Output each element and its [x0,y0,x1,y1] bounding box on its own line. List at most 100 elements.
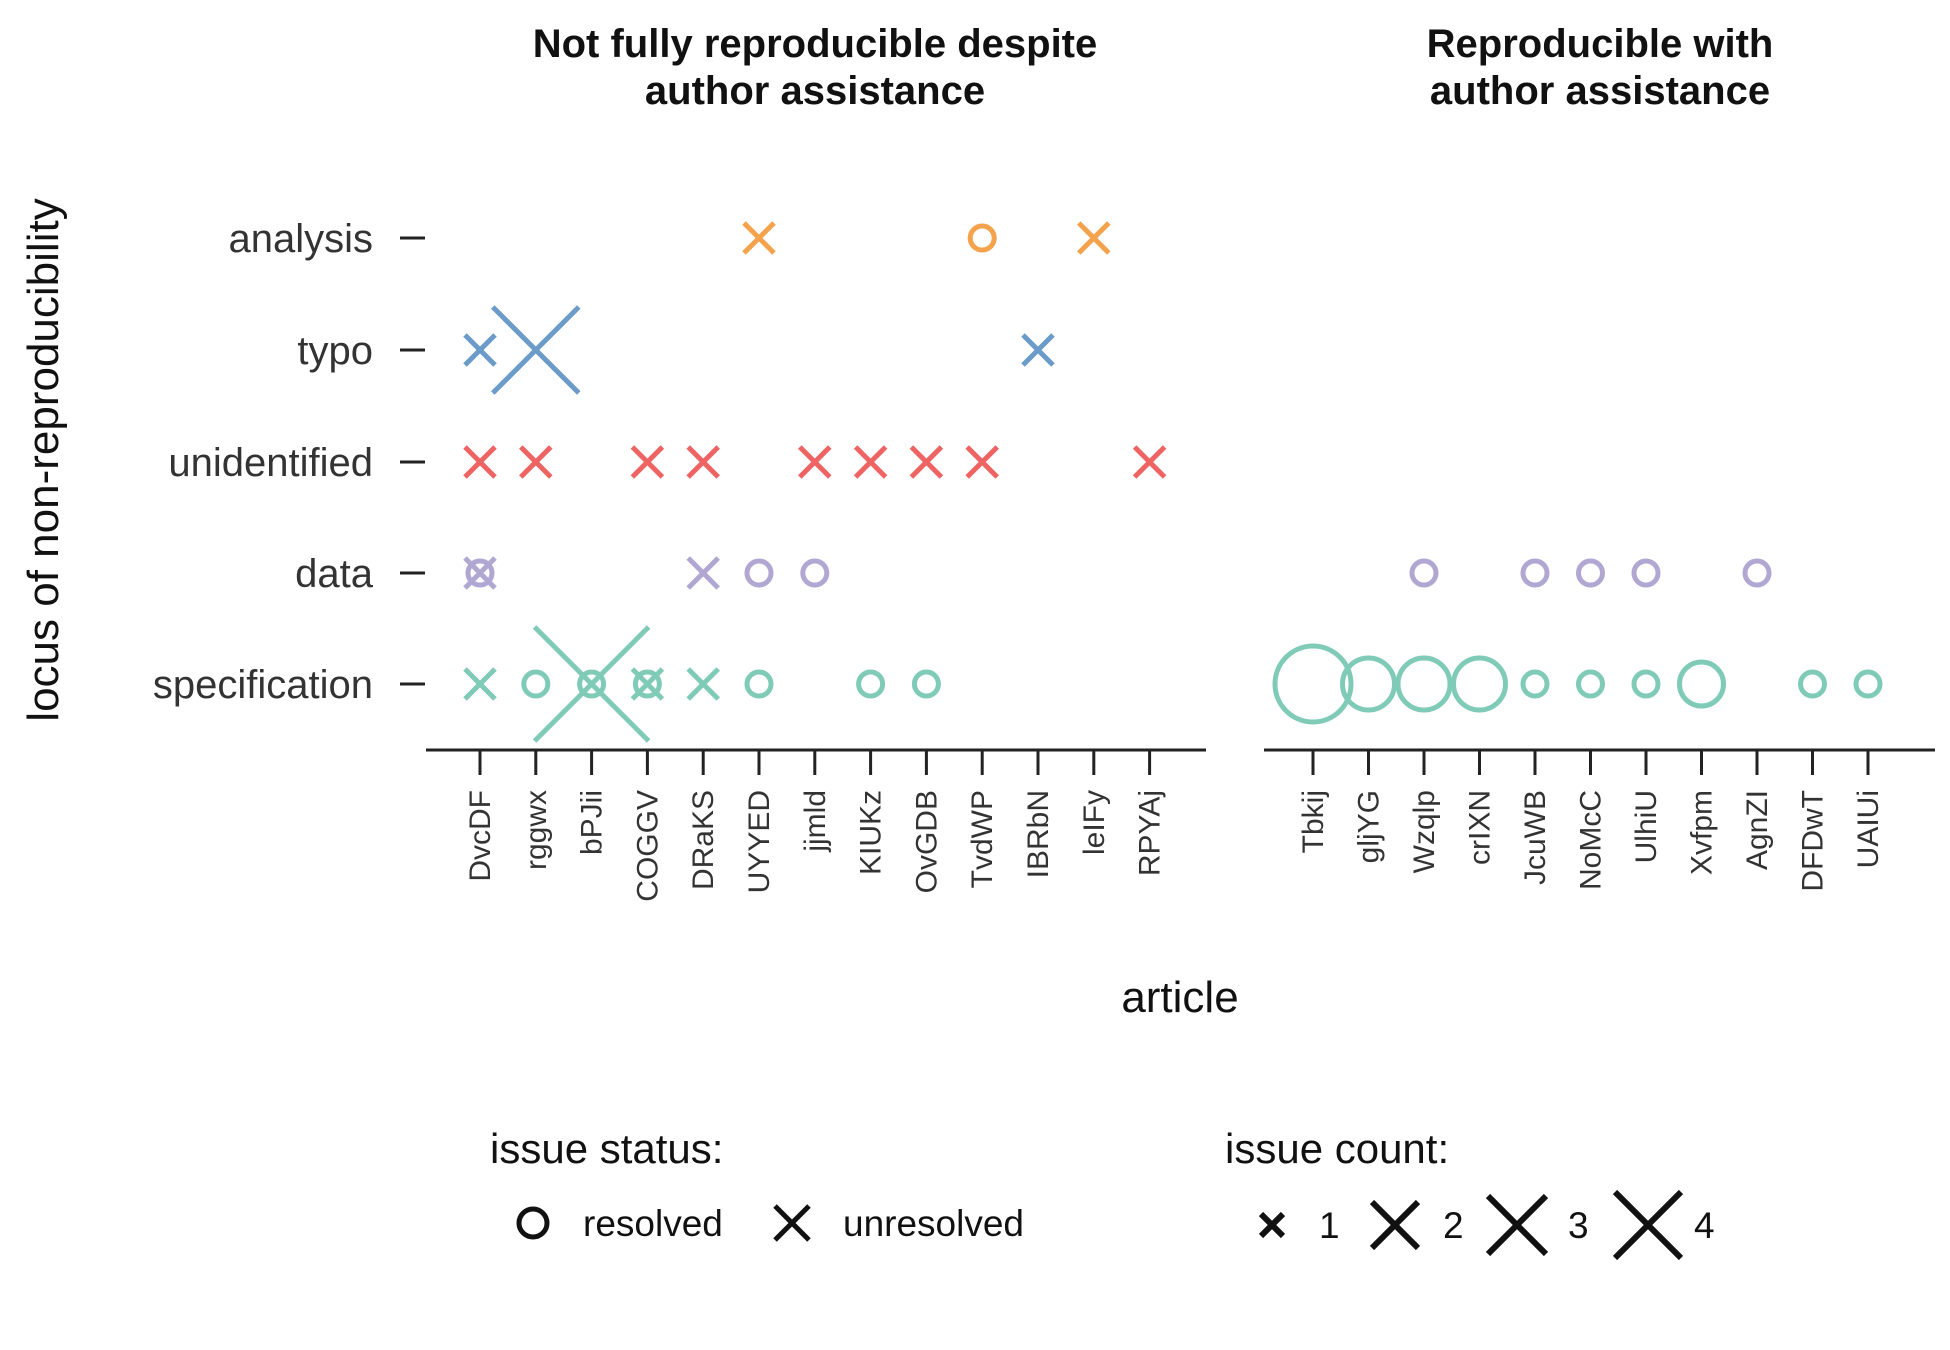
point-Xvfpm-specification-resolved [1677,659,1726,709]
legend-count-cross-marker [1612,1189,1684,1261]
legend-count-2: 2 [1369,1199,1464,1251]
x-tick-label-JcuWB: JcuWB [1519,790,1552,885]
legend-cross-marker [773,1204,811,1242]
legend-count-3: 3 [1485,1193,1589,1257]
legend-count-cross-marker [1258,1211,1286,1239]
point-DFDwT-specification-resolved [1798,669,1827,699]
point-Wzqlp-data-resolved [1409,558,1439,588]
x-tick-label-Wzqlp: Wzqlp [1408,790,1441,873]
legend-status-resolved: resolved [516,1203,723,1244]
legend-count-cross-marker [1369,1199,1421,1251]
point-DvcDF-typo-unresolved [463,333,497,367]
legend-status-items: resolved unresolved [516,1203,1024,1244]
panels: DvcDF rggwx bPJii COGGV DRaKS UYYED jjmld KIUKz… [426,221,1935,902]
legend-count-1: 1 [1258,1205,1340,1246]
point-TvdWP-unidentified-unresolved [965,445,999,479]
point-UYYED-specification-resolved [744,669,774,699]
legend: issue status: issue count: resolved unres… [490,1125,1715,1261]
point-JcuWB-specification-resolved [1520,669,1550,699]
legend-count-label: 3 [1568,1205,1589,1246]
x-tick-label-UYYED: UYYED [743,790,776,893]
legend-count-label: 2 [1443,1205,1464,1246]
point-Tbkij-specification-resolved [1272,643,1354,725]
x-tick-label-RPYAj: RPYAj [1134,790,1167,876]
legend-circle-marker [516,1206,550,1240]
x-tick-label-TvdWP: TvdWP [966,790,999,888]
x-tick-label-gljYG: gljYG [1353,790,1386,863]
point-jjmld-unidentified-unresolved [798,445,832,479]
panel-title-left-line2: author assistance [645,69,985,113]
point-DvcDF-data-unresolved [463,556,497,590]
legend-count-label: 4 [1694,1205,1715,1246]
panel-title-left-line1: Not fully reproducible despite [533,22,1098,66]
legend-count-4: 4 [1612,1189,1715,1261]
point-DRaKS-specification-unresolved [686,667,720,701]
x-tick-label-COGGV: COGGV [631,790,664,902]
point-Wzqlp-specification-resolved [1395,655,1453,713]
point-KIUKz-specification-resolved [856,669,886,699]
legend-count-label: 1 [1319,1205,1340,1246]
point-rggwx-unidentified-unresolved [519,445,553,479]
legend-count-cross-marker [1485,1193,1549,1257]
x-tick-label-rggwx: rggwx [520,790,553,870]
point-UYYED-data-resolved [744,558,774,588]
y-tick-label-data: data [295,552,374,596]
point-DRaKS-unidentified-unresolved [686,445,720,479]
x-axis-title: article [1121,973,1238,1022]
x-tick-label-Xvfpm: Xvfpm [1686,790,1719,875]
point-IBRbN-typo-unresolved [1021,333,1055,367]
x-tick-label-OvGDB: OvGDB [910,790,943,893]
x-tick-label-Tbkij: Tbkij [1297,790,1330,853]
panel-1: Tbkij gljYG Wzqlp crIXN JcuWB NoMcC UlhiU Xvfpm… [1264,558,1935,892]
point-leIFy-analysis-unresolved [1077,221,1111,255]
x-tick-label-KIUKz: KIUKz [855,790,888,875]
y-axis: analysis typo unidentified data specificatio… [153,217,425,707]
point-bPJii-specification-resolved [577,669,607,699]
panel-title-right-line2: author assistance [1430,69,1770,113]
x-tick-label-IBRbN: IBRbN [1022,790,1055,878]
point-COGGV-unidentified-unresolved [630,445,665,479]
point-DRaKS-data-unresolved [686,556,720,590]
x-tick-label-leIFy: leIFy [1078,790,1111,855]
x-tick-label-UAIUi: UAIUi [1852,790,1885,868]
y-tick-label-specification: specification [153,663,373,707]
point-UlhiU-data-resolved [1631,558,1661,588]
x-tick-label-UlhiU: UlhiU [1630,790,1663,863]
x-tick-label-DFDwT: DFDwT [1797,790,1830,892]
point-bPJii-specification-unresolved [532,625,651,743]
legend-status-unresolved: unresolved [773,1203,1024,1244]
x-tick-label-DvcDF: DvcDF [464,790,497,882]
legend-count-title: issue count: [1225,1125,1449,1172]
point-DvcDF-specification-unresolved [463,667,497,701]
point-UlhiU-specification-resolved [1631,669,1661,699]
legend-count-items: 1 2 3 4 [1258,1189,1715,1261]
x-tick-label-AgnZI: AgnZI [1741,790,1774,870]
point-NoMcC-data-resolved [1576,558,1605,588]
point-OvGDB-specification-resolved [911,669,941,699]
point-UYYED-analysis-unresolved [742,221,776,255]
panel-title-right-line1: Reproducible with [1427,22,1774,66]
point-rggwx-specification-resolved [521,669,551,699]
legend-status-label: unresolved [843,1203,1024,1244]
point-DvcDF-data-resolved [465,558,495,588]
point-jjmld-data-resolved [800,558,830,588]
point-KIUKz-unidentified-unresolved [853,445,888,479]
point-JcuWB-data-resolved [1520,558,1550,588]
point-COGGV-specification-resolved [632,669,662,699]
point-crIXN-specification-resolved [1451,655,1508,713]
point-DvcDF-unidentified-unresolved [463,445,497,479]
y-axis-title: locus of non-reproducibility [19,198,68,721]
panel-0: DvcDF rggwx bPJii COGGV DRaKS UYYED jjmld KIUKz… [426,221,1206,902]
point-COGGV-specification-unresolved [630,667,665,701]
point-rggwx-typo-unresolved [491,305,581,395]
x-tick-label-DRaKS: DRaKS [687,790,720,890]
legend-status-label: resolved [583,1203,723,1244]
y-tick-label-unidentified: unidentified [168,441,373,485]
point-TvdWP-analysis-resolved [967,223,997,253]
y-tick-label-analysis: analysis [228,217,373,261]
point-AgnZI-data-resolved [1742,558,1772,588]
point-gljYG-specification-resolved [1340,655,1397,713]
x-tick-label-NoMcC: NoMcC [1575,790,1608,890]
point-NoMcC-specification-resolved [1576,669,1605,699]
